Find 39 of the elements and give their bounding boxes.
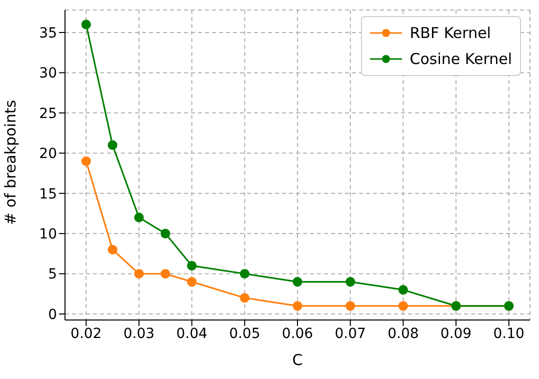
y-tick-label: 30 — [39, 66, 57, 82]
point — [160, 268, 170, 279]
y-tick-label: 35 — [39, 25, 57, 42]
point — [398, 301, 408, 311]
y-tick-label: 15 — [39, 186, 57, 202]
point — [240, 293, 250, 303]
x-tick-label: 0.02 — [70, 326, 102, 342]
point — [398, 285, 408, 295]
y-tick-label: 0 — [48, 306, 57, 323]
point — [108, 140, 118, 150]
point — [134, 212, 144, 222]
x-tick-label: 0.06 — [282, 326, 314, 342]
y-axis-title: # of breakpoints — [1, 100, 20, 225]
point — [292, 277, 302, 287]
point — [240, 268, 250, 279]
point — [81, 156, 91, 166]
x-tick-label: 0.03 — [123, 326, 155, 342]
x-tick-label: 0.08 — [388, 326, 419, 342]
point — [160, 228, 170, 238]
legend-label: RBF Kernel — [410, 23, 491, 44]
point — [292, 301, 302, 311]
x-tick-label: 0.09 — [440, 326, 472, 342]
y-tick-label: 20 — [39, 146, 57, 162]
point — [134, 268, 144, 279]
point — [346, 301, 356, 311]
x-tick-label: 0.07 — [334, 326, 366, 342]
point — [346, 277, 356, 287]
point — [108, 244, 118, 254]
point — [187, 260, 197, 271]
x-axis-title: C — [292, 351, 303, 369]
x-tick-label: 0.10 — [493, 326, 524, 342]
y-tick-label: 5 — [48, 266, 57, 283]
x-tick-label: 0.04 — [176, 326, 208, 342]
y-tick-label: 10 — [39, 226, 57, 243]
legend-label: Cosine Kernel — [410, 49, 512, 70]
point — [187, 277, 197, 287]
y-tick-label: 25 — [39, 106, 57, 122]
x-tick-label: 0.05 — [229, 326, 260, 342]
point — [81, 20, 91, 30]
